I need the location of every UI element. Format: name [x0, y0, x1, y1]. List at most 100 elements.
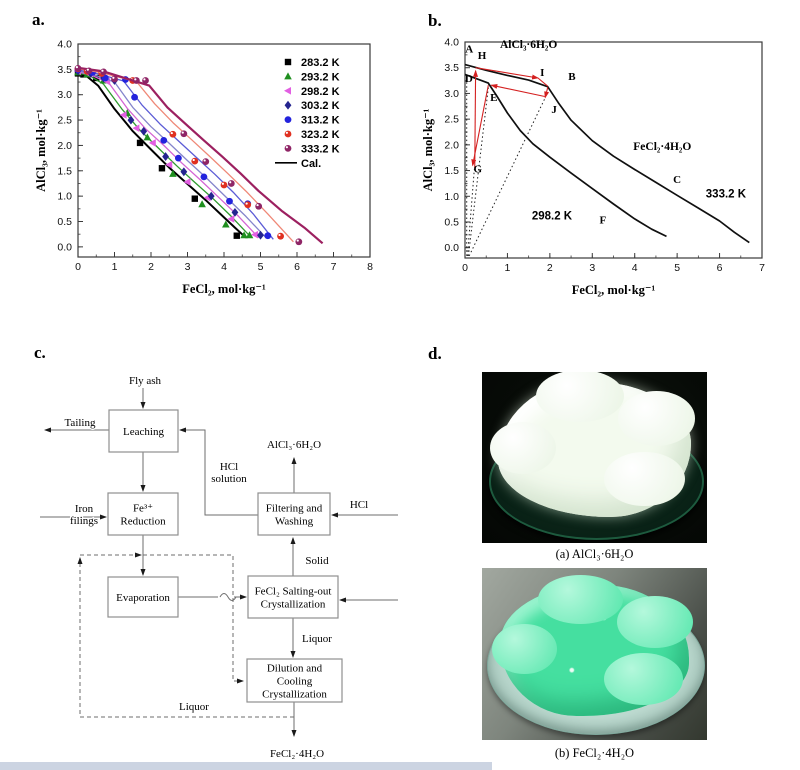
legend-label-cal: Cal.: [301, 158, 321, 170]
node-label: Filtering and: [266, 503, 323, 515]
y-tick-label: 1.5: [57, 165, 72, 177]
crystal-lump: [617, 391, 696, 447]
edge-liquor-recycle-branch: [143, 554, 244, 684]
annotation-G: G: [473, 164, 482, 176]
annotation-AlCl₃·6H₂O: AlCl₃·6H₂O: [500, 39, 557, 51]
node-label: Washing: [275, 516, 314, 528]
x-axis-label: FeCl₂, mol·kg⁻¹: [572, 283, 656, 297]
label-hcl-solution: solution: [211, 473, 247, 485]
x-tick-label: 1: [112, 261, 118, 273]
legend-label: 303.2 K: [301, 100, 340, 112]
annotation-E: E: [490, 92, 497, 104]
annotation-J: J: [551, 104, 557, 116]
panel-c-process-flowchart: c. Leaching Fe³⁺ Reduction Filtering and Was…: [30, 340, 422, 768]
legend-label: 283.2 K: [301, 57, 340, 69]
annotation-D: D: [465, 73, 473, 85]
annotation-333.2-K: 333.2 K: [706, 188, 747, 200]
crystal-lump: [490, 421, 556, 474]
node-label: Reduction: [120, 516, 166, 528]
y-axis-label: AlCl₃, mol·kg⁻¹: [421, 108, 435, 191]
panel-c-letter: c.: [34, 343, 46, 362]
x-tick-label: 6: [717, 262, 723, 274]
process-flowchart: Leaching Fe³⁺Reduction Filtering andWashin…: [40, 374, 398, 762]
y-tick-label: 3.0: [57, 89, 72, 101]
x-tick-label: 3: [185, 261, 191, 273]
node-label: Dilution and: [267, 663, 323, 675]
series-293.2-K: [74, 68, 254, 239]
y-tick-label: 1.0: [444, 191, 459, 203]
annotation-H: H: [478, 50, 487, 62]
photo-caption-b: (b) FeCl₂·4H₂O: [554, 746, 635, 760]
annotation-F: F: [600, 215, 607, 227]
axes: 0 1 2 3 4 5 6 7 8 0.0 0.5 1.0 1.5 2.0 2.5 3.0 3.5 4.0: [57, 39, 373, 274]
label-alcl3-product: AlCl₃·6H₂O: [267, 439, 321, 451]
y-tick-label: 2.0: [57, 140, 72, 152]
x-tick-label: 0: [75, 261, 81, 273]
crystal-lump: [604, 451, 686, 507]
series-323.2-K: [74, 65, 294, 243]
panel-b-phase-diagram: b. 0 1 2 3 4 5 6 7 0.0 0.5 1.0 1.5 2.0 2.5 3.0 3.5 4.0 Fe…: [420, 10, 792, 315]
crystal-lump: [603, 653, 684, 706]
process-arrow-0: [475, 67, 539, 80]
node-leaching: Leaching: [108, 409, 179, 453]
y-tick-label: 1.5: [444, 165, 459, 177]
label-liquor-2: Liquor: [179, 701, 209, 713]
y-tick-label: 4.0: [57, 39, 72, 51]
x-tick-label: 2: [148, 261, 154, 273]
panel-a-solubility-chart: a. 0 1 2 3 4 5 6 7 8 0.0 0.5 1.0 1.5 2.0 2.5 3.0 3.5 4.0 F…: [30, 10, 395, 315]
y-tick-label: 0.0: [444, 242, 459, 254]
annotation-C: C: [673, 174, 681, 186]
node-label: Crystallization: [261, 599, 326, 611]
y-tick-label: 0.0: [57, 241, 72, 253]
label-hcl-solution: HCl: [220, 461, 238, 473]
annotation-I: I: [540, 67, 544, 79]
edge-hcl-solution-recycle: [179, 427, 258, 516]
y-tick-label: 2.5: [444, 114, 459, 126]
process-arrow-3: [490, 83, 545, 98]
alcl3-crystal-mound: [490, 372, 696, 518]
label-liquor-1: Liquor: [302, 633, 332, 645]
x-tick-label: 7: [759, 262, 765, 274]
process-arrow-1: [537, 77, 549, 87]
photo-fecl2-crystals: [482, 568, 707, 740]
annotation-298.2-K: 298.2 K: [532, 210, 573, 222]
x-axis-label: FeCl₂, mol·kg⁻¹: [182, 282, 266, 296]
tie-line-2: [467, 83, 490, 256]
x-tick-label: 1: [505, 262, 511, 274]
label-iron-filings: Iron: [75, 503, 94, 515]
edge-liquor-recycle-up: [77, 557, 294, 718]
process-arrow-2: [544, 87, 550, 99]
series-298.2-K: [74, 67, 260, 239]
series-333.2-K: [74, 64, 324, 246]
x-tick-label: 2: [547, 262, 553, 274]
label-iron-filings: filings: [70, 515, 98, 527]
node-label: FeCl₂ Salting-out: [255, 586, 332, 598]
photo-alcl3-crystals: [482, 372, 707, 543]
x-tick-label: 6: [294, 261, 300, 273]
x-tick-label: 4: [221, 261, 227, 273]
legend-label: 333.2 K: [301, 143, 340, 155]
y-tick-label: 4.0: [444, 37, 459, 49]
crystal-lump: [617, 595, 693, 648]
x-tick-label: 5: [674, 262, 680, 274]
node-label: Fe³⁺: [133, 503, 153, 515]
y-tick-label: 2.5: [57, 115, 72, 127]
panel-a-letter: a.: [32, 10, 45, 29]
crystal-lump: [536, 372, 624, 422]
panel-b-letter: b.: [428, 11, 442, 30]
annotation-A: A: [465, 43, 473, 55]
node-label: Evaporation: [116, 592, 170, 604]
label-fly-ash: Fly ash: [129, 375, 162, 387]
window-edge-strip: [0, 762, 492, 770]
label-hcl: HCl: [350, 499, 368, 511]
crystal-lump: [492, 624, 557, 675]
x-tick-label: 0: [462, 262, 468, 274]
label-fecl2-product: FeCl₂·4H₂O: [270, 748, 324, 760]
x-tick-label: 7: [331, 261, 337, 273]
node-evaporation: Evaporation: [107, 576, 179, 618]
fecl2-crystal-mound: [492, 574, 693, 716]
x-tick-label: 8: [367, 261, 373, 273]
tie-line-1: [467, 169, 475, 256]
